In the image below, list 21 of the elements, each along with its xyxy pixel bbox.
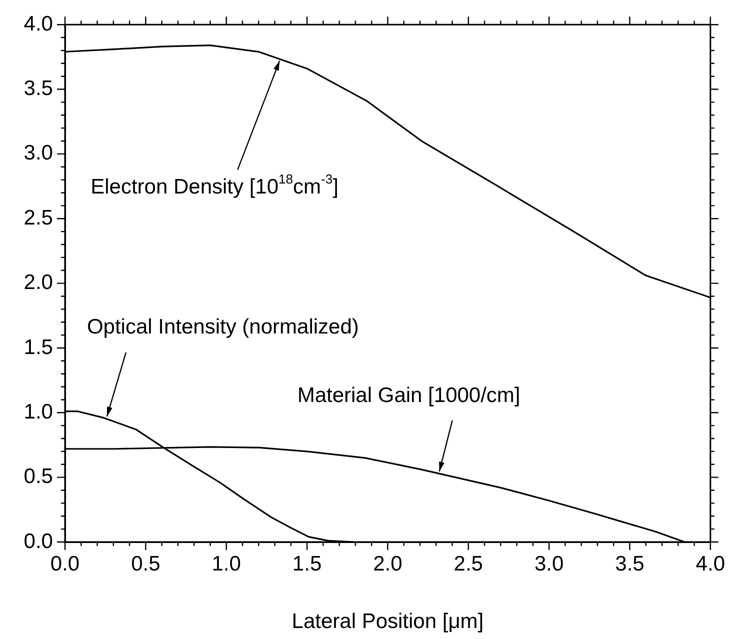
x-tick-label: 2.0	[373, 552, 402, 576]
y-tick-label: 3.5	[24, 77, 53, 100]
y-tick-label: 2.5	[24, 206, 53, 230]
x-tick-label: 0.0	[50, 552, 80, 576]
annotation: Optical Intensity (normalized)	[86, 315, 359, 338]
y-tick-label: 0.5	[24, 465, 53, 488]
x-tick-label: 1.5	[292, 552, 322, 576]
y-tick-label: 0.0	[24, 530, 53, 553]
x-tick-label: 0.5	[131, 552, 160, 576]
x-tick-label: 1.0	[212, 552, 241, 576]
x-tick-label: 3.5	[615, 552, 644, 576]
x-axis-title: Lateral Position [μm]	[292, 610, 484, 634]
annotation: Material Gain [1000/cm]	[297, 384, 520, 408]
y-tick-label: 1.5	[24, 336, 53, 359]
y-tick-label: 1.0	[24, 400, 53, 424]
x-tick-label: 2.5	[454, 552, 483, 576]
y-tick-label: 3.0	[24, 142, 53, 165]
x-tick-label: 3.0	[534, 552, 564, 576]
y-tick-label: 4.0	[24, 12, 53, 36]
y-tick-label: 2.0	[24, 271, 53, 294]
x-tick-label: 4.0	[696, 552, 726, 576]
